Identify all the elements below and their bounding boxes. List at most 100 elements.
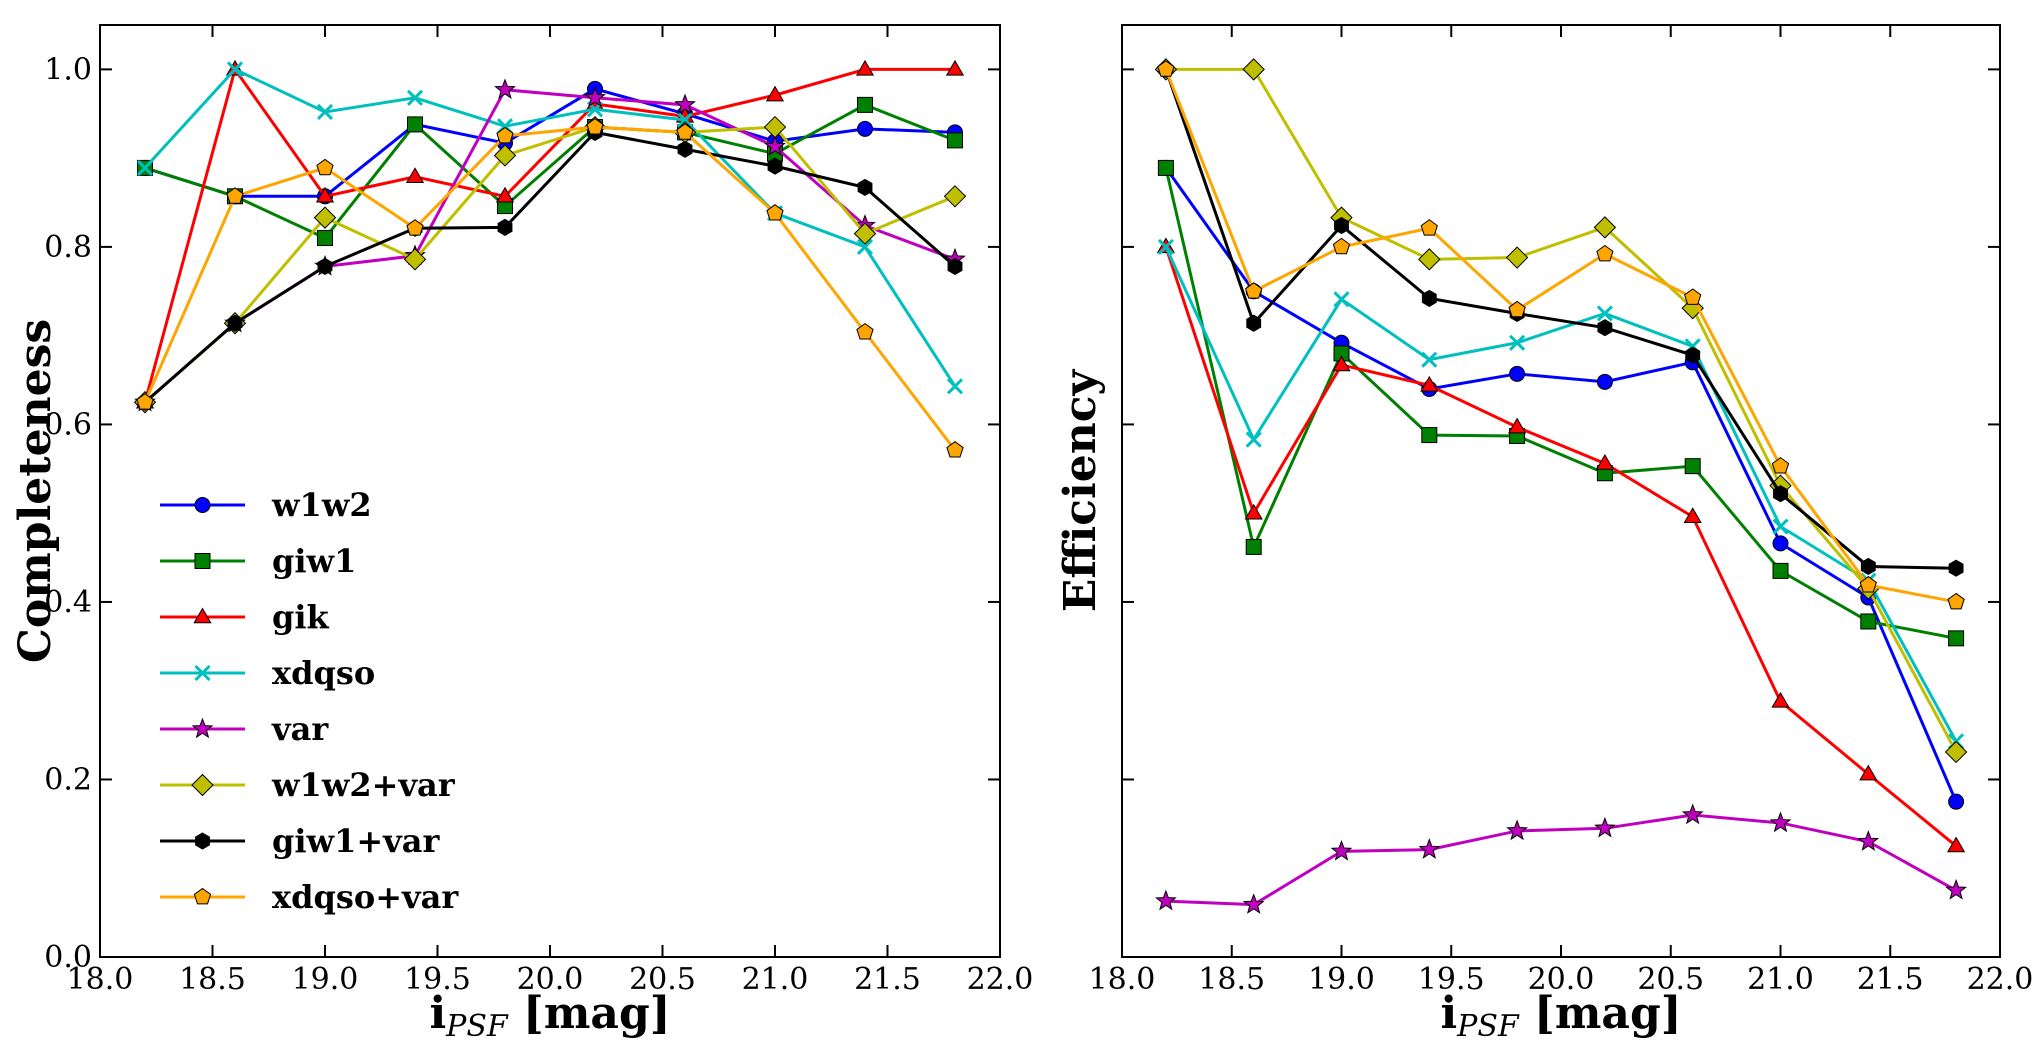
data-point-xdqso+var [136, 393, 154, 410]
data-point-var [1857, 830, 1880, 851]
completeness-panel: w1w2 giw1 gik xdqso var w1w2+var giw1+var xdqso… [10, 24, 1034, 1044]
series-line-w1w2 [1164, 167, 1958, 803]
legend-marker-giw1 [194, 553, 211, 569]
data-point-giw1+var [1597, 319, 1613, 337]
y-tick-label: 0.2 [44, 762, 92, 797]
data-point-giw1+var [1685, 346, 1701, 364]
data-point-var [584, 86, 606, 108]
data-point-giw1+var [767, 157, 783, 175]
legend-entry-giw1+var: giw1+var [160, 822, 440, 860]
y-tick-label: 0.4 [44, 585, 92, 620]
y-tick-label: 0.8 [44, 230, 92, 265]
data-point-gik [315, 186, 335, 203]
data-point-xdqso [226, 61, 244, 78]
x-tick-label: 22.0 [967, 962, 1034, 997]
data-point-gik [405, 167, 425, 184]
data-point-gik [1420, 375, 1439, 392]
data-point-w1w2+var [313, 206, 337, 229]
x-axis-title-unit: [mag] [508, 988, 671, 1039]
data-point-gik [945, 59, 965, 76]
series-w1w2+var [1154, 58, 1968, 764]
data-point-w1w2 [1772, 535, 1789, 552]
y-tick-label: 0.0 [44, 940, 92, 975]
x-tick-label: 20.0 [517, 962, 584, 997]
series-line-w1w2+var [144, 125, 956, 404]
data-point-xdqso+var [1245, 282, 1263, 299]
data-point-w1w2+var [493, 144, 517, 167]
legend-label: giw1 [272, 542, 356, 580]
data-point-gik [1947, 836, 1966, 853]
data-point-w1w2 [1948, 793, 1965, 810]
series-line-xdqso [143, 67, 957, 388]
data-point-w1w2+var [853, 222, 877, 245]
data-point-w1w2 [1596, 373, 1613, 390]
x-axis-title-subscript: PSF [1456, 1009, 1520, 1044]
series-line-var [1165, 813, 1957, 907]
data-point-xdqso+var [496, 126, 514, 144]
data-point-xdqso [856, 238, 874, 255]
data-point-var [1594, 816, 1616, 838]
x-tick-label: 18.5 [1198, 962, 1265, 997]
data-point-xdqso+var [1947, 592, 1965, 610]
data-point-giw1 [1860, 613, 1877, 630]
x-axis-title-right: iPSF [mag] [1440, 988, 1681, 1044]
legend: w1w2 giw1 gik xdqso var w1w2+var giw1+var xdqso… [160, 486, 459, 916]
series-line-giw1+var [144, 130, 956, 404]
x-tick-label: 22.0 [1967, 962, 2034, 997]
data-point-var [1330, 839, 1353, 861]
efficiency-panel: 18.0 18.5 19.0 19.5 20.0 20.5 21.0 21.5 22.0 Eff… [1055, 24, 2034, 1044]
data-point-giw1 [1772, 562, 1789, 579]
legend-marker-w1w2 [194, 497, 211, 513]
data-point-w1w2 [1509, 365, 1526, 382]
data-point-var [764, 135, 786, 156]
data-point-giw1+var [1421, 289, 1437, 307]
data-point-giw1+var [1773, 485, 1788, 503]
data-point-xdqso [1772, 518, 1789, 535]
data-point-xdqso [676, 111, 694, 129]
legend-label: w1w2 [271, 486, 372, 524]
data-point-w1w2+var [403, 248, 427, 271]
series-line-w1w2 [144, 87, 956, 198]
x-tick-label: 19.5 [1418, 962, 1485, 997]
legend-marker-giw1+var [195, 832, 210, 850]
data-point-xdqso+var [226, 187, 244, 204]
data-point-xdqso+var [586, 117, 604, 135]
data-point-gik [1771, 691, 1790, 708]
x-tick-label: 21.5 [854, 962, 921, 997]
data-point-xdqso+var [316, 158, 334, 176]
series-line-giw1 [1164, 167, 1957, 640]
series-line-w1w2+var [1165, 67, 1958, 753]
data-point-xdqso+var [676, 123, 694, 140]
data-point-giw1+var [1334, 217, 1349, 235]
data-point-xdqso+var [946, 441, 964, 458]
data-point-giw1+var [857, 178, 873, 197]
series-xdqso+var [136, 117, 964, 458]
data-point-giw1 [1245, 538, 1262, 555]
data-point-var [674, 93, 696, 115]
legend-label: xdqso+var [272, 878, 459, 916]
data-point-giw1+var [1860, 557, 1876, 576]
series-line-var [144, 88, 956, 404]
x-axis-title-subscript: PSF [445, 1009, 509, 1044]
data-point-var [494, 78, 516, 100]
data-point-w1w2+var [1505, 246, 1529, 269]
series-giw1+var [1158, 60, 1964, 577]
data-point-xdqso+var [766, 204, 784, 221]
data-point-giw1+var [497, 218, 513, 236]
legend-entry-w1w2: w1w2 [160, 486, 372, 524]
legend-entry-var: var [160, 710, 329, 748]
y-axis-title-efficiency: Efficiency [1055, 368, 1106, 612]
right-plot-frame [1121, 24, 2001, 958]
legend-entry-xdqso: xdqso [160, 654, 375, 692]
series-gik [135, 59, 965, 409]
x-axis-title-main: i [429, 988, 446, 1039]
series-line-giw1+var [1164, 68, 1957, 570]
data-point-gik [1595, 453, 1614, 470]
data-point-giw1 [1421, 427, 1438, 444]
data-point-giw1 [857, 96, 873, 113]
legend-entry-giw1: giw1 [160, 542, 356, 580]
series-w1w2 [1157, 159, 1965, 810]
data-point-w1w2+var [763, 115, 787, 139]
data-point-xdqso+var [1771, 457, 1790, 474]
data-point-gik [1683, 507, 1702, 523]
